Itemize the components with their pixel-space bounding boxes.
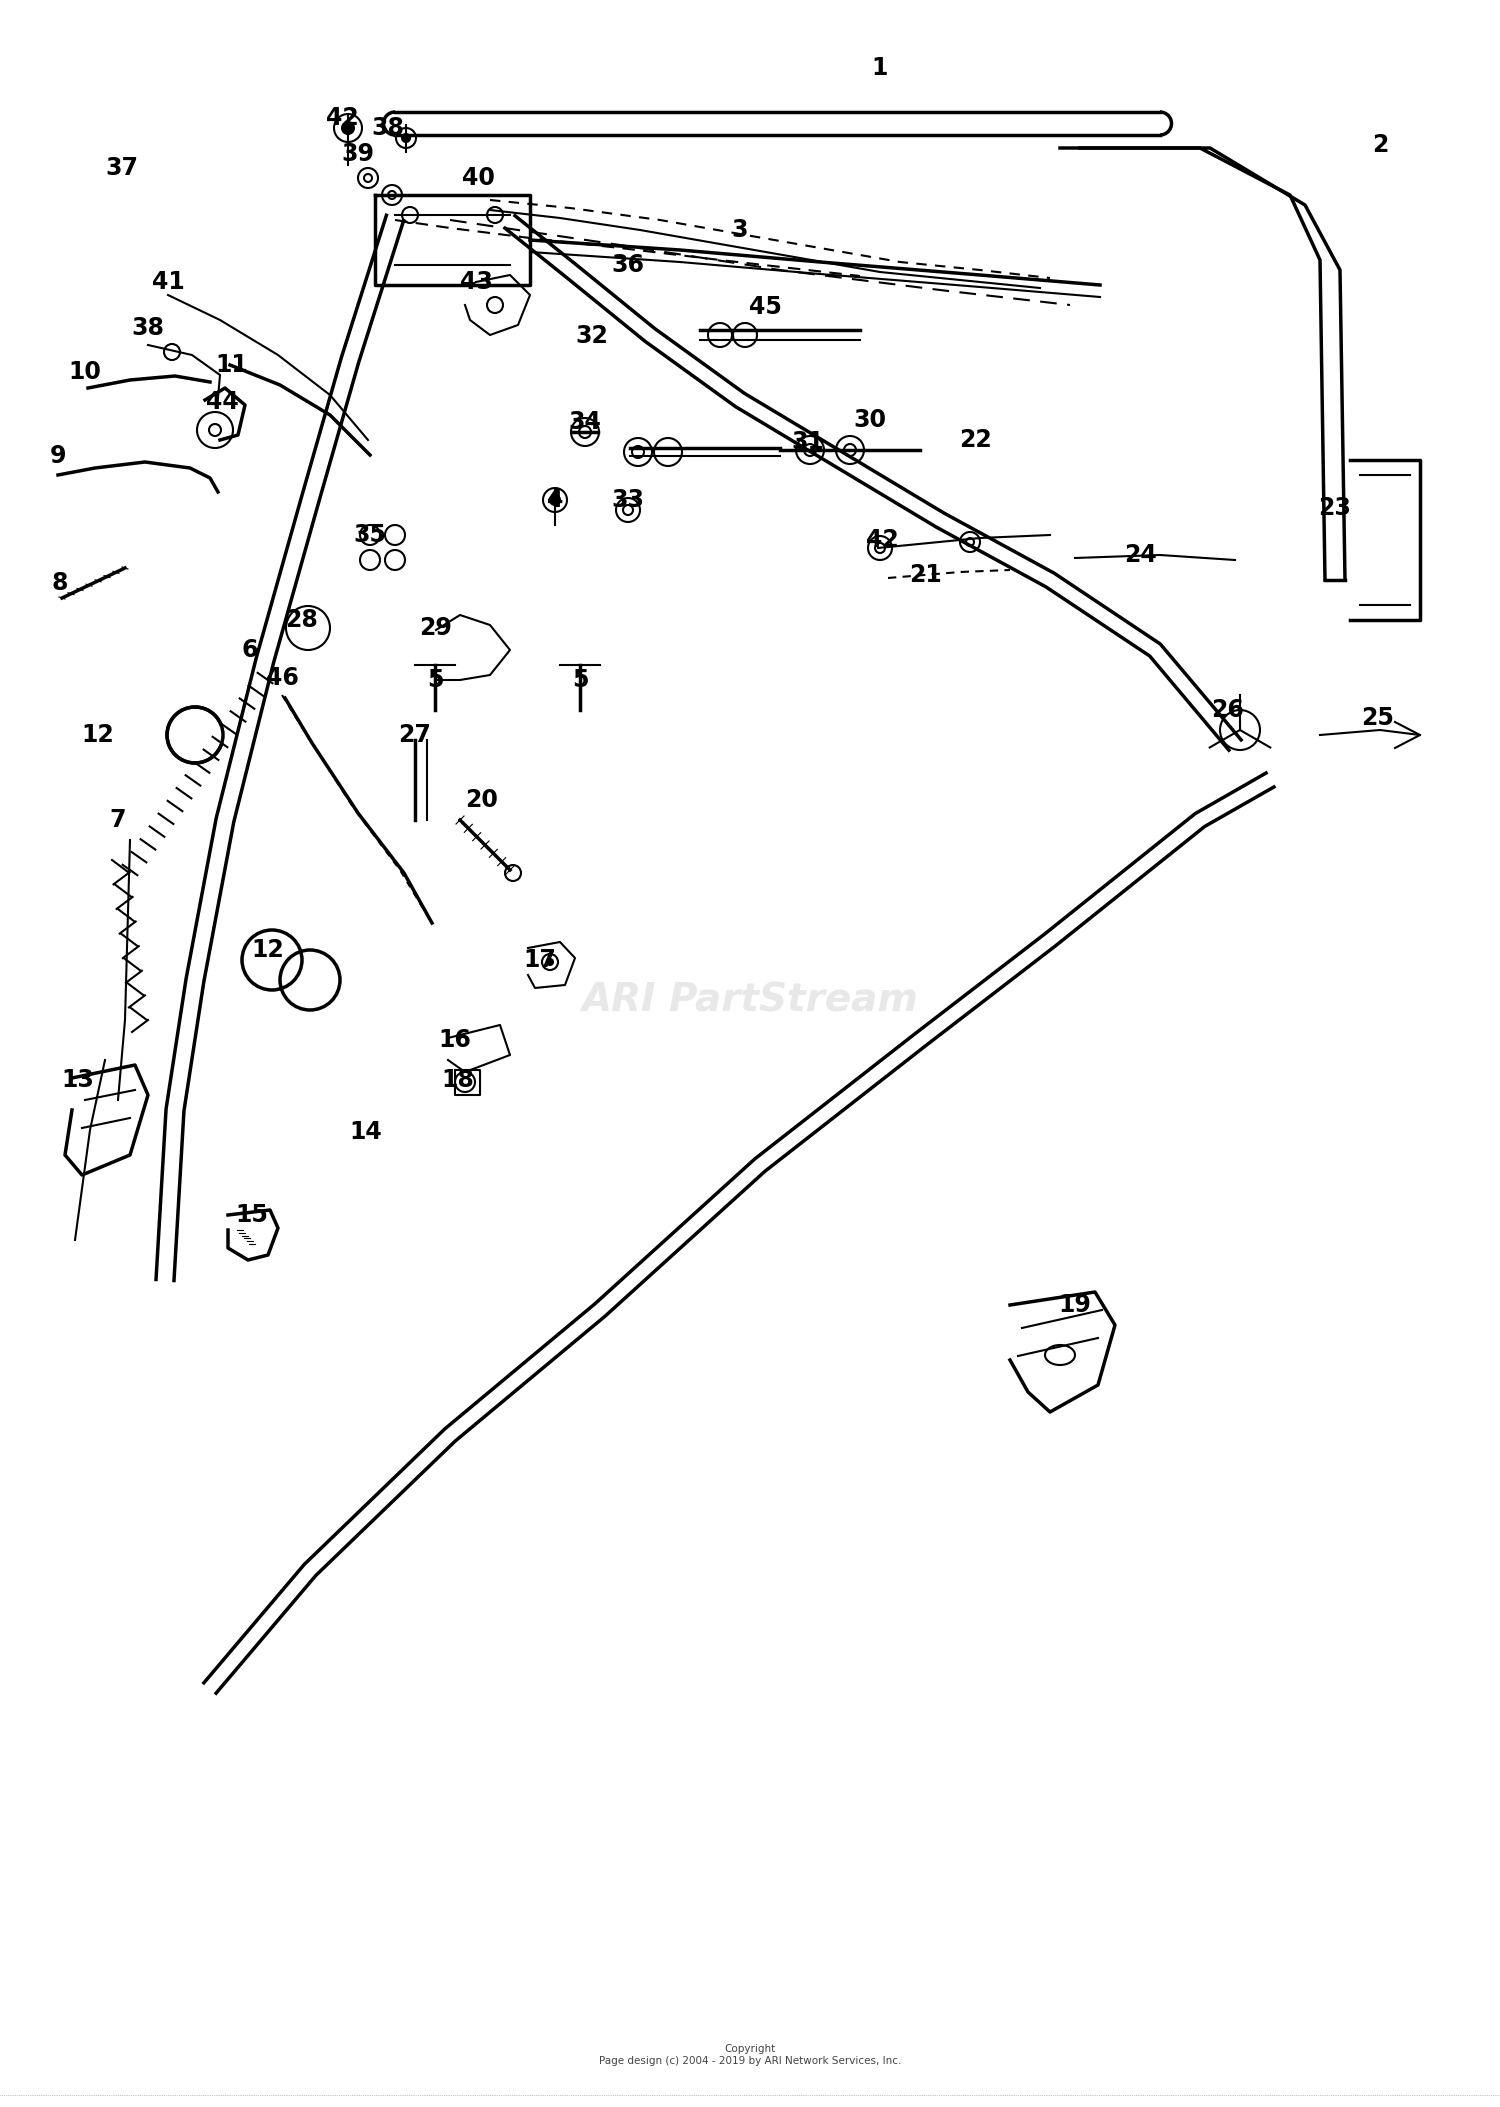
Text: 23: 23 (1318, 495, 1352, 520)
Text: 24: 24 (1124, 544, 1156, 567)
Text: 32: 32 (576, 324, 609, 348)
Text: 35: 35 (354, 523, 387, 548)
Text: 5: 5 (427, 668, 444, 691)
Text: 21: 21 (909, 563, 942, 588)
Text: 20: 20 (465, 788, 498, 811)
Text: 40: 40 (462, 166, 495, 190)
Circle shape (342, 122, 354, 135)
Text: 14: 14 (350, 1121, 382, 1144)
Text: 34: 34 (568, 411, 602, 434)
Text: 4: 4 (548, 489, 562, 512)
Text: 7: 7 (110, 807, 126, 832)
Text: 25: 25 (1362, 706, 1395, 729)
Text: 1: 1 (871, 57, 888, 80)
Text: 17: 17 (524, 948, 556, 971)
Text: 33: 33 (612, 489, 645, 512)
Text: 36: 36 (612, 253, 645, 276)
Circle shape (550, 495, 560, 506)
Text: 6: 6 (242, 638, 258, 662)
Text: ARI PartStream: ARI PartStream (582, 982, 918, 1020)
Text: 18: 18 (441, 1068, 474, 1091)
Text: 8: 8 (53, 571, 69, 594)
Text: 12: 12 (81, 723, 114, 748)
Text: 42: 42 (865, 529, 898, 552)
Text: 44: 44 (206, 390, 238, 413)
Text: 41: 41 (152, 270, 184, 295)
Text: 30: 30 (853, 409, 886, 432)
Text: 15: 15 (236, 1203, 268, 1226)
Text: 29: 29 (420, 615, 453, 641)
Text: 31: 31 (792, 430, 825, 453)
Text: 38: 38 (132, 316, 165, 339)
Text: 45: 45 (748, 295, 782, 318)
Text: 46: 46 (266, 666, 298, 689)
Text: 43: 43 (459, 270, 492, 295)
Text: 37: 37 (105, 156, 138, 179)
Text: 28: 28 (285, 609, 318, 632)
Text: 27: 27 (399, 723, 432, 748)
Text: Copyright
Page design (c) 2004 - 2019 by ARI Network Services, Inc.: Copyright Page design (c) 2004 - 2019 by… (598, 2044, 902, 2065)
Text: 22: 22 (958, 428, 992, 453)
Text: 13: 13 (62, 1068, 94, 1091)
Text: 42: 42 (326, 105, 358, 131)
Text: 10: 10 (69, 360, 102, 383)
Text: 38: 38 (372, 116, 405, 139)
Text: 19: 19 (1059, 1294, 1092, 1317)
Text: 26: 26 (1212, 697, 1245, 723)
Text: 5: 5 (572, 668, 588, 691)
Circle shape (402, 135, 410, 141)
Text: 3: 3 (732, 217, 748, 242)
Text: 16: 16 (438, 1028, 471, 1051)
Text: 9: 9 (50, 445, 66, 468)
Text: 39: 39 (342, 141, 375, 166)
Circle shape (548, 959, 554, 965)
Text: 12: 12 (252, 938, 285, 963)
Text: 2: 2 (1372, 133, 1388, 158)
Text: 11: 11 (216, 354, 249, 377)
